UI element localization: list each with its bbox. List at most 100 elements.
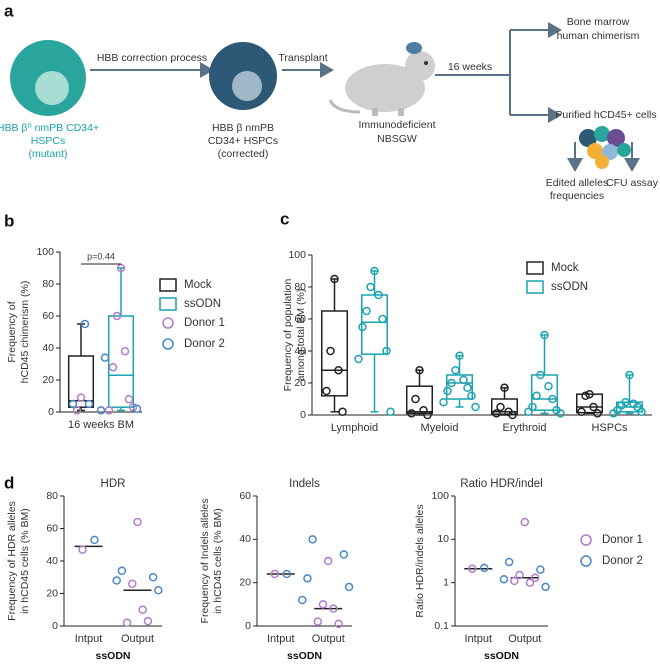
data-point: [96, 406, 106, 415]
data-point: [334, 619, 343, 629]
cell-label: HBB β nmPB: [212, 122, 274, 134]
x-tick-label: Intput: [75, 633, 103, 645]
data-point: [143, 616, 153, 626]
x-axis-label: ssODN: [287, 650, 322, 662]
cell-nucleus: [35, 71, 69, 105]
outcome-label: Edited alleles: [546, 177, 608, 189]
y-tick-label: 0: [300, 409, 306, 421]
y-tick-label: 40: [46, 555, 58, 567]
x-axis-label: ssODN: [484, 650, 519, 662]
data-point: [330, 274, 339, 284]
data-point: [120, 346, 130, 356]
data-point: [525, 578, 535, 587]
y-tick-label: 80: [46, 490, 58, 502]
data-point: [339, 550, 349, 559]
data-point: [540, 330, 549, 340]
y-tick-label: 100: [36, 246, 54, 258]
data-point: [303, 574, 312, 583]
legend-swatch: [162, 338, 174, 350]
data-point: [374, 290, 383, 300]
data-point: [108, 362, 118, 372]
x-axis-label: ssODN: [95, 650, 130, 662]
data-point: [589, 402, 598, 412]
data-point: [270, 569, 279, 579]
x-tick-label: Myeloid: [421, 422, 459, 434]
data-point: [148, 573, 158, 582]
outcome-label: human chimerism: [557, 30, 640, 42]
legend-label: Donor 2: [184, 338, 225, 350]
y-tick-label: 0: [48, 406, 54, 418]
legend-swatch: [580, 534, 592, 546]
data-point: [411, 394, 420, 404]
y-axis-label: Frequency of: [6, 301, 18, 362]
data-point: [133, 517, 142, 527]
legend-swatch: [580, 555, 592, 567]
cell-label: HBB β⁰ nmPB CD34+: [0, 122, 99, 134]
data-point: [515, 570, 524, 580]
data-point: [90, 535, 99, 545]
data-point: [378, 314, 387, 324]
y-axis-label: in hCD45 cells (% BM): [19, 508, 31, 614]
legend-label: Mock: [184, 279, 212, 291]
y-tick-label: 0.1: [434, 620, 449, 632]
y-axis-label: Frequency of HDR alleles: [6, 501, 18, 621]
data-point: [100, 353, 110, 362]
legend-label: ssODN: [551, 281, 588, 293]
data-point: [463, 383, 472, 393]
data-point: [72, 406, 82, 415]
y-tick-label: 40: [239, 533, 251, 545]
y-tick-label: 10: [437, 533, 449, 545]
data-point: [326, 346, 335, 356]
data-point: [471, 402, 480, 412]
y-axis-label: Frequency of Indels alleles: [199, 499, 211, 624]
legend-label: Donor 2: [602, 555, 643, 567]
data-point: [298, 595, 307, 605]
data-point: [132, 404, 142, 414]
legend-label: ssODN: [184, 298, 221, 310]
x-tick-label: Lymphoid: [331, 422, 378, 434]
y-axis-label: in hCD45 cells (% BM): [212, 508, 224, 614]
data-point: [334, 365, 343, 375]
data-point: [122, 618, 132, 627]
data-point: [447, 378, 456, 388]
data-point: [548, 394, 557, 404]
chart-title: Ratio HDR/indel: [460, 478, 542, 490]
data-point: [459, 375, 468, 385]
legend-swatch: [159, 297, 177, 311]
data-point: [382, 346, 391, 356]
cell-label: (mutant): [28, 148, 67, 160]
y-tick-label: 1: [443, 576, 449, 588]
y-tick-label: 20: [46, 587, 58, 599]
y-tick-label: 60: [42, 310, 54, 322]
data-point: [504, 557, 514, 567]
x-tick-label: 16 weeks BM: [68, 419, 134, 431]
data-point: [313, 617, 323, 626]
outcome-label: frequencies: [550, 190, 604, 202]
data-point: [362, 306, 371, 316]
data-point: [358, 322, 367, 332]
data-point: [128, 402, 138, 412]
schematic: HBB correction process HBB β⁰ nmPB CD34+…: [0, 16, 659, 202]
data-point: [443, 386, 452, 396]
y-tick-label: 100: [288, 249, 306, 261]
data-point: [329, 604, 338, 613]
data-point: [530, 573, 540, 582]
data-point: [510, 576, 519, 586]
box: [67, 355, 95, 408]
data-point: [593, 409, 602, 418]
cell-label: HSPCs: [31, 135, 65, 147]
y-tick-label: 0: [52, 620, 58, 632]
data-point: [541, 582, 550, 592]
y-tick-label: 60: [239, 490, 251, 502]
data-point: [536, 370, 545, 380]
legend-label: Donor 1: [602, 534, 643, 546]
data-point: [338, 407, 347, 417]
y-tick-label: 40: [42, 342, 54, 354]
data-point: [544, 381, 553, 391]
mouse-icon: [328, 42, 435, 116]
x-tick-label: Output: [312, 633, 345, 645]
data-point: [508, 410, 517, 420]
chart-title: HDR: [101, 478, 126, 490]
data-point: [455, 351, 464, 361]
